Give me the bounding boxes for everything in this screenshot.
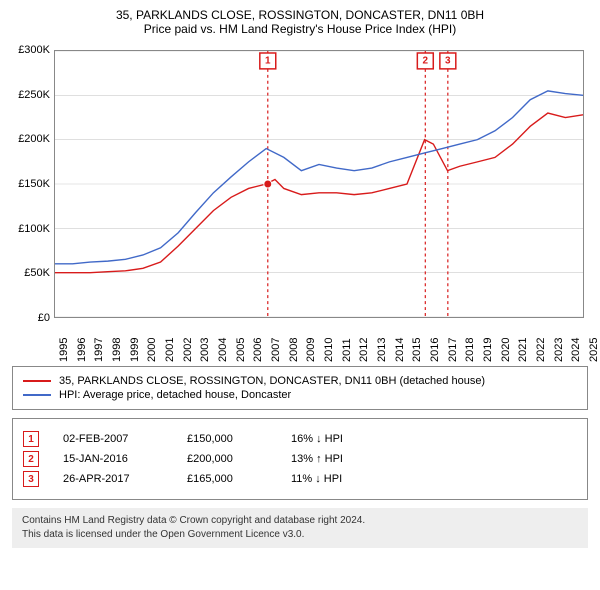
x-tick-label: 2019 bbox=[482, 338, 486, 362]
event-row: 3 26-APR-2017 £165,000 11% ↓ HPI bbox=[23, 471, 577, 487]
events-table: 1 02-FEB-2007 £150,000 16% ↓ HPI 2 15-JAN-201… bbox=[12, 418, 588, 500]
y-tick-label: £150K bbox=[18, 178, 50, 190]
event-date: 26-APR-2017 bbox=[63, 473, 163, 485]
x-tick-label: 2025 bbox=[588, 338, 592, 362]
event-date: 15-JAN-2016 bbox=[63, 453, 163, 465]
x-tick-label: 2020 bbox=[500, 338, 504, 362]
footer-line-2: This data is licensed under the Open Gov… bbox=[22, 528, 578, 542]
event-price: £200,000 bbox=[187, 453, 267, 465]
event-hpi: 13% ↑ HPI bbox=[291, 453, 381, 465]
svg-text:1: 1 bbox=[265, 55, 271, 66]
x-tick-label: 2022 bbox=[535, 338, 539, 362]
svg-text:2: 2 bbox=[423, 55, 429, 66]
legend-item: HPI: Average price, detached house, Donc… bbox=[23, 389, 577, 401]
legend-swatch bbox=[23, 394, 51, 396]
y-tick-label: £0 bbox=[38, 312, 50, 324]
x-tick-label: 2008 bbox=[288, 338, 292, 362]
x-tick-label: 2024 bbox=[570, 338, 574, 362]
x-tick-label: 2021 bbox=[517, 338, 521, 362]
x-tick-label: 2001 bbox=[164, 338, 168, 362]
x-tick-label: 2013 bbox=[376, 338, 380, 362]
x-tick-label: 2000 bbox=[146, 338, 150, 362]
x-tick-label: 2007 bbox=[270, 338, 274, 362]
event-date: 02-FEB-2007 bbox=[63, 433, 163, 445]
x-tick-label: 1995 bbox=[58, 338, 62, 362]
footer-line-1: Contains HM Land Registry data © Crown c… bbox=[22, 514, 578, 528]
x-tick-label: 2018 bbox=[464, 338, 468, 362]
title-line-2: Price paid vs. HM Land Registry's House … bbox=[8, 22, 592, 36]
footer: Contains HM Land Registry data © Crown c… bbox=[12, 508, 588, 548]
x-tick-label: 1998 bbox=[111, 338, 115, 362]
x-tick-label: 2003 bbox=[199, 338, 203, 362]
chart-area: £0£50K£100K£150K£200K£250K£300K 123 1995… bbox=[10, 44, 590, 354]
y-tick-label: £100K bbox=[18, 223, 50, 235]
x-tick-label: 2006 bbox=[252, 338, 256, 362]
x-tick-label: 2005 bbox=[235, 338, 239, 362]
event-price: £165,000 bbox=[187, 473, 267, 485]
svg-text:3: 3 bbox=[445, 55, 451, 66]
legend: 35, PARKLANDS CLOSE, ROSSINGTON, DONCAST… bbox=[12, 366, 588, 410]
x-tick-label: 2017 bbox=[447, 338, 451, 362]
legend-label: 35, PARKLANDS CLOSE, ROSSINGTON, DONCAST… bbox=[59, 375, 485, 387]
x-tick-label: 2010 bbox=[323, 338, 327, 362]
y-tick-label: £250K bbox=[18, 89, 50, 101]
x-tick-label: 2016 bbox=[429, 338, 433, 362]
plot-svg: 1 2 3 bbox=[55, 51, 583, 317]
y-tick-label: £50K bbox=[24, 267, 50, 279]
x-tick-label: 1996 bbox=[76, 338, 80, 362]
x-tick-label: 2011 bbox=[341, 338, 345, 362]
chart-title-block: 35, PARKLANDS CLOSE, ROSSINGTON, DONCAST… bbox=[8, 8, 592, 36]
legend-swatch bbox=[23, 380, 51, 382]
event-marker: 3 bbox=[23, 471, 39, 487]
event-row: 2 15-JAN-2016 £200,000 13% ↑ HPI bbox=[23, 451, 577, 467]
x-tick-label: 2002 bbox=[182, 338, 186, 362]
event-marker: 1 bbox=[23, 431, 39, 447]
x-tick-label: 2015 bbox=[411, 338, 415, 362]
x-tick-label: 2012 bbox=[358, 338, 362, 362]
y-tick-label: £200K bbox=[18, 133, 50, 145]
event-price: £150,000 bbox=[187, 433, 267, 445]
x-tick-label: 2009 bbox=[305, 338, 309, 362]
x-tick-label: 1997 bbox=[93, 338, 97, 362]
event-hpi: 11% ↓ HPI bbox=[291, 473, 381, 485]
plot-region: 1 2 3 bbox=[54, 50, 584, 318]
y-tick-label: £300K bbox=[18, 44, 50, 56]
x-tick-label: 2004 bbox=[217, 338, 221, 362]
x-tick-label: 2023 bbox=[553, 338, 557, 362]
x-tick-label: 1999 bbox=[129, 338, 133, 362]
legend-item: 35, PARKLANDS CLOSE, ROSSINGTON, DONCAST… bbox=[23, 375, 577, 387]
x-tick-label: 2014 bbox=[394, 338, 398, 362]
title-line-1: 35, PARKLANDS CLOSE, ROSSINGTON, DONCAST… bbox=[8, 8, 592, 22]
event-row: 1 02-FEB-2007 £150,000 16% ↓ HPI bbox=[23, 431, 577, 447]
event-hpi: 16% ↓ HPI bbox=[291, 433, 381, 445]
event-marker: 2 bbox=[23, 451, 39, 467]
legend-label: HPI: Average price, detached house, Donc… bbox=[59, 389, 291, 401]
